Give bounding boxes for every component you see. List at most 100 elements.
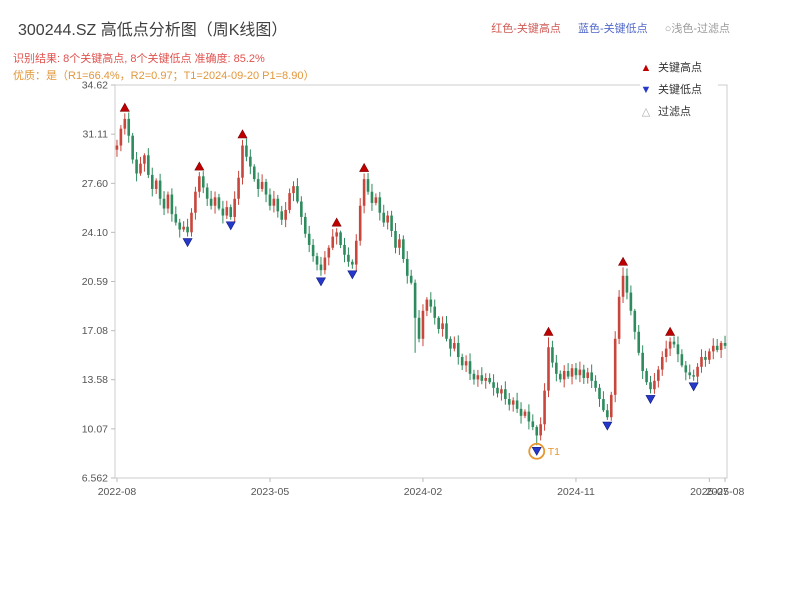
candle-body: [464, 361, 468, 366]
candle-body: [166, 194, 170, 209]
candle-body: [543, 390, 546, 425]
legend-label: 关键低点: [658, 84, 702, 96]
candle-body: [362, 179, 366, 206]
candle-body: [398, 239, 401, 248]
candle-body: [252, 166, 256, 180]
key-high-marker: [543, 326, 554, 336]
key-low-marker: [602, 421, 613, 431]
candle-body: [719, 343, 723, 351]
candle-body: [170, 194, 174, 215]
candle-body: [221, 208, 225, 216]
candle-body: [598, 387, 601, 400]
top-legend-filtered: ○浅色-过滤点: [664, 23, 730, 35]
candle-body: [441, 323, 444, 329]
candle-body: [602, 399, 605, 411]
candle-body: [331, 236, 335, 248]
candle-body: [311, 244, 315, 257]
candle-body: [664, 348, 668, 358]
candle-body: [641, 352, 644, 372]
key-high-marker: [331, 217, 342, 227]
t1-label: T1: [548, 446, 560, 458]
candle-body: [425, 299, 429, 311]
candle-body: [323, 257, 327, 271]
candle-body: [335, 232, 338, 237]
candle-body: [409, 275, 413, 283]
candle-body: [566, 371, 570, 377]
candle-body: [237, 177, 240, 199]
candle-body: [700, 357, 703, 367]
y-tick-label: 31.11: [83, 129, 109, 141]
blue-down-triangle-icon: ▼: [640, 84, 652, 96]
candle-body: [174, 214, 178, 223]
candle-body: [617, 296, 621, 339]
candle-body: [260, 181, 264, 189]
candle-body: [629, 292, 633, 311]
x-tick-label: 2022-08: [98, 486, 137, 498]
candle-body: [366, 179, 370, 192]
key-high-marker: [194, 161, 205, 171]
candle-body: [233, 198, 236, 217]
y-tick-label: 10.07: [82, 423, 108, 435]
candle-body: [645, 371, 648, 383]
candle-body: [504, 389, 507, 400]
key-low-marker: [688, 382, 699, 392]
candle-body: [300, 201, 303, 217]
candle-body: [527, 411, 531, 422]
top-legend-key-high: 红色-关键高点: [491, 23, 561, 35]
candle-body: [704, 357, 707, 360]
candle-body: [131, 135, 134, 160]
candle-body: [449, 338, 452, 349]
candle-body: [523, 411, 527, 416]
key-low-marker: [225, 221, 236, 231]
candle-body: [205, 187, 209, 199]
y-tick-label: 13.58: [82, 374, 108, 386]
y-tick-label: 17.08: [82, 325, 108, 337]
candle-body: [633, 310, 637, 332]
candle-body: [708, 351, 711, 360]
candle-body: [115, 145, 119, 150]
key-high-marker: [237, 129, 248, 139]
candle-body: [625, 275, 629, 293]
candle-body: [637, 331, 641, 353]
top-legend-key-low: 蓝色-关键低点: [577, 23, 648, 35]
candle-body: [296, 186, 299, 202]
candle-body: [307, 233, 311, 245]
key-high-marker: [665, 326, 676, 336]
candle-body: [484, 378, 488, 381]
candle-body: [445, 323, 448, 339]
candle-body: [460, 357, 464, 366]
chart-legend: ▲ 关键高点 ▼ 关键低点 △ 过滤点: [640, 57, 718, 123]
y-tick-label: 20.59: [82, 276, 108, 288]
candle-body: [268, 194, 272, 206]
key-low-marker: [645, 395, 656, 405]
candle-body: [347, 254, 350, 262]
candle-body: [621, 275, 625, 297]
candle-body: [692, 375, 695, 377]
candle-body: [723, 343, 727, 346]
candle-body: [143, 155, 146, 164]
candle-body: [551, 347, 554, 363]
candle-body: [609, 394, 613, 418]
candle-body: [413, 282, 417, 318]
page-title: 300244.SZ 高低点分析图（周K线图）: [18, 22, 288, 39]
legend-item-key-high: ▲ 关键高点: [640, 57, 718, 79]
candle-body: [680, 354, 684, 366]
candle-body: [586, 372, 590, 379]
candle-body: [660, 357, 664, 370]
candle-body: [229, 207, 233, 217]
candle-body: [182, 226, 185, 230]
candle-body: [570, 368, 574, 377]
candle-body: [684, 365, 688, 373]
x-tick-label: 2024-02: [404, 486, 443, 498]
candle-body: [178, 222, 182, 230]
candle-body: [158, 180, 162, 199]
candle-body: [292, 186, 295, 194]
candle-body: [402, 239, 405, 259]
candle-body: [668, 341, 672, 349]
candle-body: [519, 408, 523, 416]
candle-body: [225, 207, 229, 216]
candle-body: [437, 317, 440, 329]
candle-body: [194, 191, 197, 213]
